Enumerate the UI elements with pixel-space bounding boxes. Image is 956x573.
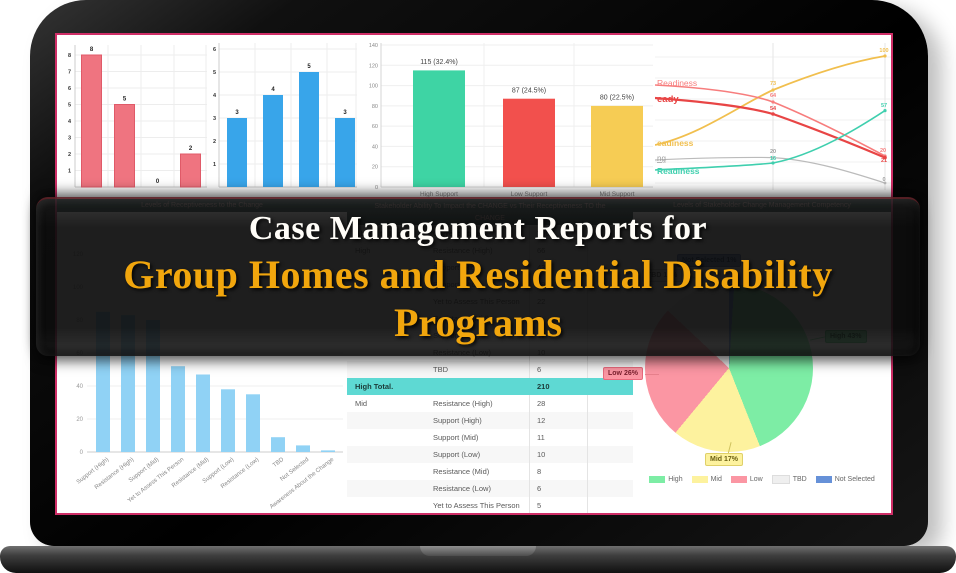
table-row: Support (High) 12 (347, 412, 633, 430)
svg-text:57: 57 (881, 103, 887, 109)
table-row: Support (Mid) 11 (347, 429, 633, 447)
legend-swatch-high (649, 476, 666, 483)
svg-text:Mid Support: Mid Support (599, 191, 634, 198)
pie-label-low: Low 26% (603, 367, 643, 380)
svg-text:40: 40 (76, 384, 83, 390)
banner-title-line1: Case Management Reports for (248, 210, 708, 247)
svg-text:eady: eady (657, 94, 679, 105)
legend-item-high[interactable]: High (649, 475, 683, 484)
svg-text:5: 5 (307, 64, 311, 70)
table-row: Mid Resistance (High) 28 (347, 395, 633, 413)
svg-text:115 (32.4%): 115 (32.4%) (420, 59, 458, 66)
svg-text:21: 21 (881, 158, 887, 164)
svg-text:3: 3 (235, 110, 239, 116)
svg-text:8: 8 (68, 53, 71, 59)
table-row: Resistance (Mid) 8 (347, 463, 633, 481)
svg-text:54: 54 (770, 106, 777, 112)
svg-text:Readiness: Readiness (657, 166, 700, 176)
svg-text:4: 4 (213, 93, 217, 99)
svg-text:0: 0 (156, 179, 160, 185)
svg-text:eadiness: eadiness (657, 138, 694, 148)
svg-text:Low Support: Low Support (511, 191, 548, 198)
svg-text:High Support: High Support (420, 191, 458, 198)
pie-label-mid: Mid 17% (705, 453, 744, 466)
leader-line (645, 374, 659, 375)
svg-text:5: 5 (213, 70, 216, 76)
svg-text:3: 3 (213, 116, 216, 122)
svg-text:60: 60 (372, 124, 378, 130)
svg-text:8: 8 (90, 47, 94, 53)
svg-text:40: 40 (372, 144, 378, 150)
svg-text:20: 20 (76, 417, 83, 423)
svg-text:80: 80 (372, 104, 378, 110)
svg-text:7: 7 (68, 70, 71, 76)
pie-legend: High Mid Low TBD Not Selected (633, 475, 891, 484)
support-bar-chart: 140 120 100 80 60 40 20 0 115 (32.4%) 87… (369, 43, 653, 198)
svg-text:4: 4 (68, 119, 72, 125)
svg-text:16: 16 (770, 156, 776, 162)
svg-text:TBD: TBD (272, 456, 286, 469)
table-row: Yet to Assess This Person 5 (347, 497, 633, 513)
svg-text:6: 6 (213, 47, 216, 53)
legend-item-tbd[interactable]: TBD (771, 475, 807, 484)
table-row-high-total: High Total. 210 (347, 378, 633, 396)
svg-text:0: 0 (80, 450, 84, 456)
svg-text:2: 2 (213, 139, 216, 145)
table-row: Support (Low) 10 (347, 446, 633, 464)
laptop-base-notch (420, 546, 536, 556)
svg-text:20: 20 (770, 149, 776, 155)
svg-text:6: 6 (68, 86, 71, 92)
svg-text:Readiness: Readiness (657, 78, 697, 88)
svg-text:ng: ng (657, 154, 666, 163)
title-banner: Case Management Reports for Group Homes … (36, 197, 920, 356)
svg-text:0: 0 (375, 185, 378, 191)
svg-text:20: 20 (880, 148, 886, 154)
legend-item-not-selected[interactable]: Not Selected (815, 475, 875, 484)
table-row: TBD 6 (347, 361, 633, 379)
banner-title-line3: Programs (393, 300, 563, 345)
svg-text:140: 140 (369, 43, 378, 49)
legend-item-low[interactable]: Low (730, 475, 763, 484)
svg-text:1: 1 (68, 169, 71, 175)
svg-text:3: 3 (68, 136, 71, 142)
svg-text:100: 100 (879, 48, 888, 54)
svg-text:120: 120 (369, 63, 378, 69)
table-row: Resistance (Low) 6 (347, 480, 633, 498)
svg-text:80 (22.5%): 80 (22.5%) (600, 95, 634, 102)
svg-text:3: 3 (343, 110, 347, 116)
legend-item-mid[interactable]: Mid (691, 475, 722, 484)
svg-text:2: 2 (189, 146, 193, 152)
legend-swatch-not-selected (815, 476, 832, 483)
legend-swatch-mid (691, 476, 708, 483)
svg-text:4: 4 (271, 87, 275, 93)
readiness-line-chart: Readiness eady eadiness ng Readiness 73 … (655, 43, 891, 190)
svg-text:100: 100 (369, 84, 378, 90)
svg-text:87 (24.5%): 87 (24.5%) (512, 88, 546, 95)
legend-swatch-low (730, 476, 747, 483)
svg-text:64: 64 (770, 93, 777, 99)
svg-text:5: 5 (123, 97, 127, 103)
legend-swatch-tbd (771, 475, 790, 484)
svg-text:2: 2 (68, 152, 71, 158)
svg-text:20: 20 (372, 165, 378, 171)
blue-bar-chart: 6 5 4 3 2 1 3 4 5 3 (213, 43, 357, 188)
svg-text:1: 1 (213, 162, 216, 168)
svg-text:5: 5 (68, 103, 71, 109)
svg-text:73: 73 (770, 81, 776, 87)
svg-text:0: 0 (882, 177, 885, 183)
red-bar-chart: 8 7 6 5 4 3 2 1 8 5 0 2 (68, 45, 207, 188)
banner-title-line2: Group Homes and Residential Disability (123, 252, 833, 297)
